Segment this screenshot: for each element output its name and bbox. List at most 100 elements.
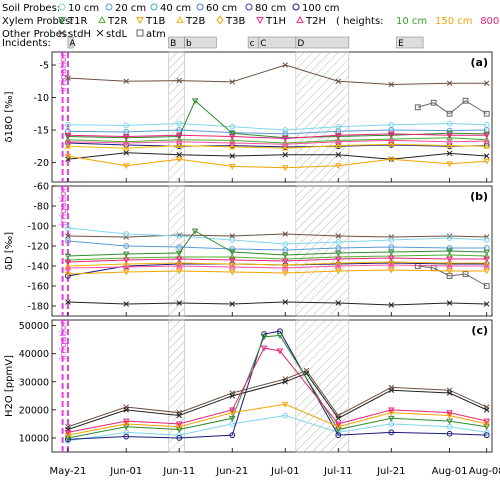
legend-marker (216, 15, 224, 25)
data-point (335, 259, 342, 266)
data-point (388, 258, 395, 265)
y-tick-label: -140 (27, 262, 49, 273)
data-point (483, 262, 490, 269)
incident-letter: E (398, 39, 404, 49)
legend-marker (296, 15, 304, 23)
data-point (388, 410, 395, 417)
data-point (335, 424, 342, 431)
legend-item-label: 40 cm (160, 3, 191, 14)
data-point (229, 153, 235, 159)
data-point (335, 415, 342, 422)
data-point (228, 415, 236, 422)
data-point (229, 301, 235, 307)
legend-item-label: 60 cm (206, 3, 237, 14)
data-point (462, 97, 469, 104)
data-point (175, 421, 183, 428)
data-point (260, 334, 268, 341)
panel-b: irrigation -60 -80 -100 -120 -140 -160 -180 δD [… (4, 182, 493, 317)
incident-box (67, 36, 74, 49)
y-axis-label-c: H2O [ppmV] (4, 355, 15, 417)
data-point (335, 245, 342, 251)
data-point (228, 253, 236, 260)
plot-area (51, 51, 493, 183)
data-point (228, 269, 236, 276)
data-point (228, 139, 236, 146)
data-point (483, 132, 490, 139)
data-point (175, 138, 183, 145)
data-point (64, 153, 72, 160)
data-point (446, 138, 453, 145)
data-point (483, 418, 490, 425)
data-point (65, 75, 71, 81)
y-tick-label: 50000 (19, 321, 49, 332)
incident-box (396, 36, 424, 49)
legend: Soil Probes: 10 cm 20 cm 40 cm 60 cm 80 cm 100… (2, 3, 500, 40)
data-point (282, 241, 289, 247)
data-point (228, 257, 236, 264)
incident-letter: D (297, 39, 304, 49)
x-tick-label: Jul-01 (270, 466, 299, 477)
data-point (388, 387, 395, 393)
legend-marker (292, 3, 300, 11)
data-point (65, 238, 71, 244)
data-point (176, 151, 182, 158)
incident-span (295, 51, 350, 183)
data-point (446, 268, 453, 275)
incident-letter: C (260, 39, 266, 49)
data-point (483, 268, 490, 275)
data-point (123, 231, 130, 237)
x-axis: May-21 Jun-01 Jun-11 Jun-21 Jul-01 Jul-11 Jul-… (49, 178, 500, 477)
data-point (446, 256, 453, 263)
data-point (388, 415, 395, 422)
data-point (446, 300, 453, 306)
data-point (335, 427, 342, 433)
data-point (282, 379, 289, 385)
data-point (446, 132, 453, 139)
data-point (260, 345, 268, 352)
data-point (228, 134, 236, 140)
data-point (483, 407, 490, 413)
legend-marker (176, 15, 184, 23)
data-point (122, 163, 130, 170)
series-line (67, 142, 487, 148)
data-point (229, 393, 235, 399)
data-point (388, 131, 395, 138)
data-point (64, 253, 72, 260)
data-point (228, 143, 236, 150)
data-point (446, 142, 453, 149)
legend-marker (196, 3, 204, 11)
data-point (335, 163, 342, 170)
series-line (67, 155, 487, 169)
heights-item: 10 cm (396, 16, 427, 27)
data-point (65, 225, 71, 231)
data-point (335, 233, 342, 239)
data-point (228, 407, 236, 414)
data-point (282, 165, 289, 172)
data-point (64, 264, 72, 271)
data-point (483, 256, 490, 263)
data-point (228, 260, 236, 267)
data-point (282, 258, 289, 265)
data-point (483, 237, 490, 243)
data-point (282, 151, 289, 158)
data-point (446, 161, 453, 168)
data-point (335, 268, 342, 275)
series-line (67, 403, 487, 436)
data-point (335, 256, 342, 263)
data-point (175, 250, 183, 257)
irrigation-annotation: irrigation (59, 51, 69, 92)
data-point (64, 138, 72, 145)
irrigation-annotation: irrigation (59, 185, 69, 226)
series-line (67, 137, 487, 144)
series-line (67, 334, 487, 439)
data-point (388, 255, 395, 262)
data-point (175, 259, 183, 266)
panel-a: irrigation -5 -10 -15 -20 δ18O [‰] (a) (4, 51, 493, 183)
series-line (417, 265, 487, 287)
series-line (417, 100, 487, 115)
x-tick-label: Jul-21 (376, 466, 405, 477)
data-point (483, 153, 490, 159)
series-line (67, 369, 487, 428)
data-point (175, 427, 183, 433)
